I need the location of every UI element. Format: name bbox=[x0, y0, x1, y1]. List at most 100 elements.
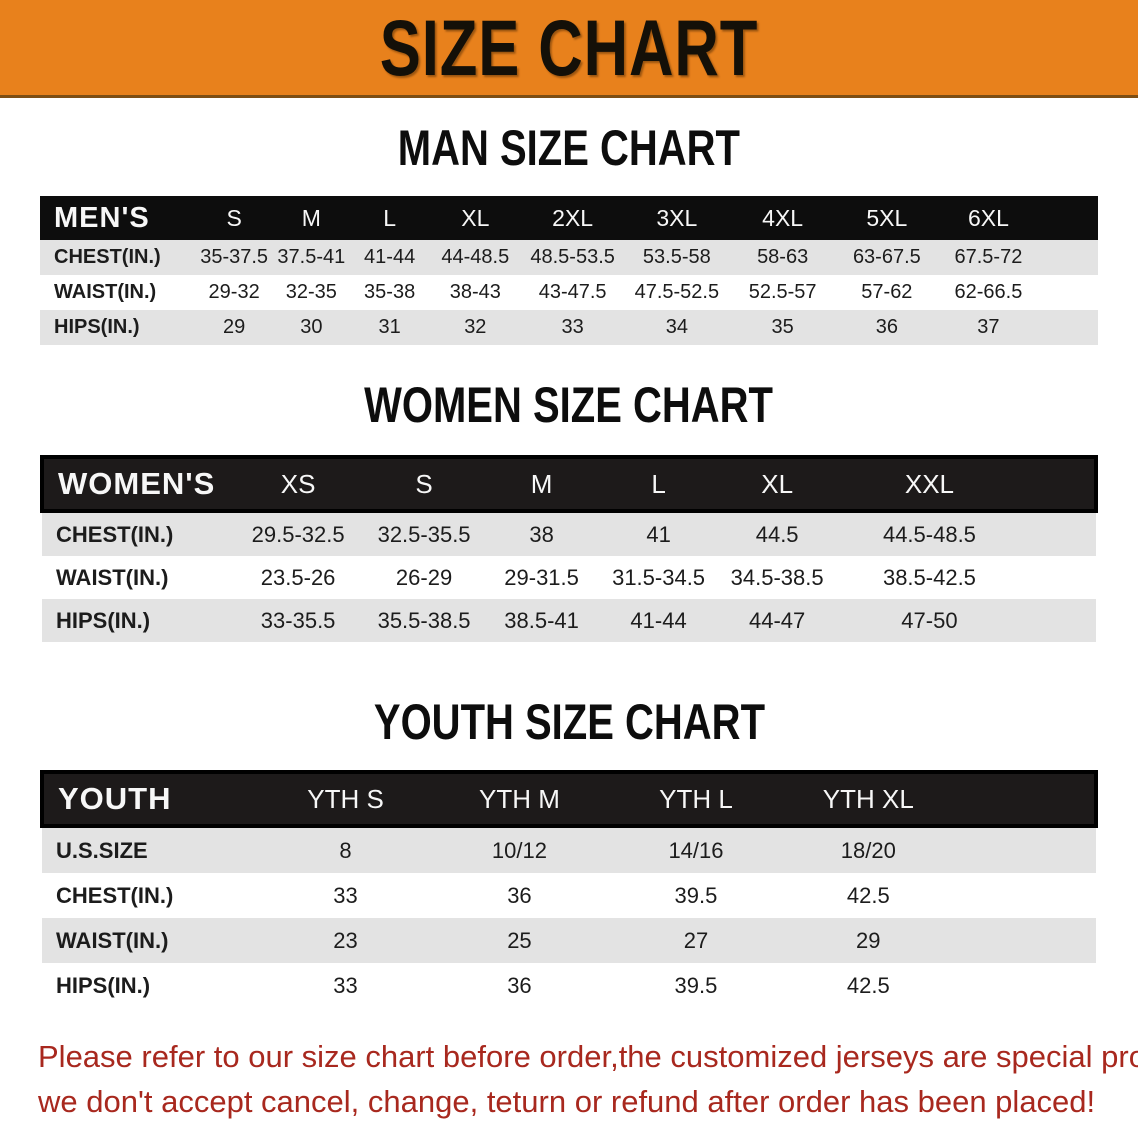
size-value: 29-31.5 bbox=[504, 564, 579, 590]
row-label: WAIST(IN.) bbox=[56, 564, 169, 590]
table-row: U.S.SIZE 8 10/12 14/16 18/20 bbox=[42, 826, 1096, 873]
size-value: 10/12 bbox=[491, 837, 547, 863]
size-value: 33 bbox=[333, 882, 358, 908]
size-value: 33 bbox=[333, 972, 358, 998]
column-header: XL bbox=[429, 196, 522, 240]
size-value: 39.5 bbox=[674, 972, 718, 998]
size-value: 32 bbox=[464, 316, 487, 338]
column-header: XS bbox=[231, 455, 365, 513]
size-value: 48.5-53.5 bbox=[530, 246, 615, 268]
header-spacer bbox=[953, 770, 1099, 828]
column-header: 3XL bbox=[623, 196, 730, 240]
men-section-title: MAN SIZE CHART bbox=[397, 120, 741, 176]
column-header: S bbox=[364, 455, 484, 513]
size-value: 47.5-52.5 bbox=[634, 281, 720, 303]
row-label: HIPS(IN.) bbox=[56, 972, 151, 998]
size-value: 25 bbox=[507, 927, 532, 953]
spacer bbox=[954, 963, 1096, 1008]
column-header: 6XL bbox=[938, 196, 1039, 240]
table-row: CHEST(IN.) 29.5-32.5 32.5-35.5 38 41 44.… bbox=[42, 511, 1096, 556]
table-row: HIPS(IN.) 33 36 39.5 42.5 bbox=[42, 963, 1096, 1008]
size-value: 41 bbox=[646, 521, 671, 547]
header-spacer bbox=[1038, 196, 1098, 240]
size-value: 35-37.5 bbox=[200, 246, 269, 268]
womens-size-table: WOMEN'S XS S M L XL XXL CHEST(IN.) 29.5-… bbox=[40, 455, 1098, 642]
size-value: 36 bbox=[507, 972, 532, 998]
column-header: YTH L bbox=[609, 770, 783, 828]
womens-header-label: WOMEN'S bbox=[40, 455, 232, 513]
size-value: 44-48.5 bbox=[441, 246, 510, 268]
size-value: 26-29 bbox=[395, 564, 453, 590]
size-value: 58-63 bbox=[757, 246, 809, 268]
column-header: M bbox=[272, 196, 350, 240]
column-header: L bbox=[349, 196, 430, 240]
size-value: 39.5 bbox=[674, 882, 718, 908]
table-row: HIPS(IN.) 33-35.5 35.5-38.5 38.5-41 41-4… bbox=[42, 599, 1096, 642]
size-value: 38.5-41 bbox=[504, 607, 579, 633]
spacer bbox=[1039, 275, 1098, 310]
size-value: 63-67.5 bbox=[852, 246, 921, 268]
table-row: WAIST(IN.) 23 25 27 29 bbox=[42, 918, 1096, 963]
size-value: 62-66.5 bbox=[954, 281, 1023, 303]
spacer bbox=[954, 918, 1096, 963]
size-value: 29 bbox=[223, 316, 246, 338]
size-value: 29 bbox=[856, 927, 881, 953]
youth-header-row: YOUTH YTH S YTH M YTH L YTH XL bbox=[39, 770, 1099, 828]
size-value: 38-43 bbox=[449, 281, 501, 303]
table-row: HIPS(IN.) 29 30 31 32 33 34 35 36 37 bbox=[40, 310, 1098, 345]
mens-header-label: MEN'S bbox=[40, 196, 196, 240]
table-row: CHEST(IN.) 35-37.5 37.5-41 41-44 44-48.5… bbox=[40, 240, 1098, 275]
size-value: 29-32 bbox=[208, 281, 260, 303]
youth-header-label: YOUTH bbox=[39, 770, 262, 828]
row-label: CHEST(IN.) bbox=[56, 882, 174, 908]
size-value: 43-47.5 bbox=[538, 281, 607, 303]
size-value: 18/20 bbox=[840, 837, 896, 863]
spacer bbox=[1039, 310, 1098, 345]
size-value: 32.5-35.5 bbox=[377, 521, 471, 547]
size-value: 31 bbox=[378, 316, 401, 338]
size-value: 53.5-58 bbox=[642, 246, 711, 268]
disclaimer-line-2: we don't accept cancel, change, teturn o… bbox=[38, 1084, 1096, 1119]
size-value: 67.5-72 bbox=[954, 246, 1023, 268]
size-value: 44-47 bbox=[749, 607, 806, 633]
size-value: 35 bbox=[771, 316, 794, 338]
column-header: XL bbox=[717, 455, 837, 513]
column-header: L bbox=[599, 455, 718, 513]
womens-header-row: WOMEN'S XS S M L XL XXL bbox=[40, 455, 1098, 513]
spacer bbox=[954, 873, 1096, 918]
size-value: 29.5-32.5 bbox=[251, 521, 345, 547]
column-header: YTH XL bbox=[782, 770, 954, 828]
column-header: YTH M bbox=[429, 770, 610, 828]
spacer bbox=[1022, 511, 1096, 556]
row-label: WAIST(IN.) bbox=[54, 281, 157, 303]
size-value: 33 bbox=[561, 316, 584, 338]
size-value: 32-35 bbox=[285, 281, 337, 303]
size-value: 14/16 bbox=[668, 837, 724, 863]
size-value: 44.5-48.5 bbox=[882, 521, 976, 547]
size-value: 31.5-34.5 bbox=[612, 564, 706, 590]
size-value: 47-50 bbox=[901, 607, 958, 633]
row-label: U.S.SIZE bbox=[56, 837, 148, 863]
column-header: 5XL bbox=[835, 196, 939, 240]
size-value: 41-44 bbox=[364, 246, 416, 268]
row-label: CHEST(IN.) bbox=[56, 521, 174, 547]
column-header: 4XL bbox=[729, 196, 836, 240]
size-value: 42.5 bbox=[846, 972, 890, 998]
disclaimer-line-1: Please refer to our size chart before or… bbox=[38, 1039, 1138, 1074]
size-value: 35-38 bbox=[364, 281, 416, 303]
table-row: CHEST(IN.) 33 36 39.5 42.5 bbox=[42, 873, 1096, 918]
column-header: XXL bbox=[836, 455, 1023, 513]
size-value: 41-44 bbox=[630, 607, 687, 633]
size-value: 27 bbox=[683, 927, 709, 953]
spacer bbox=[1039, 240, 1098, 275]
size-value: 34 bbox=[665, 316, 688, 338]
mens-size-table: MEN'S S M L XL 2XL 3XL 4XL 5XL 6XL CHEST… bbox=[40, 196, 1098, 345]
size-value: 38.5-42.5 bbox=[882, 564, 976, 590]
spacer bbox=[1022, 599, 1096, 642]
size-value: 23.5-26 bbox=[260, 564, 336, 590]
table-row: WAIST(IN.) 29-32 32-35 35-38 38-43 43-47… bbox=[40, 275, 1098, 310]
women-section-title: WOMEN SIZE CHART bbox=[364, 377, 774, 433]
order-disclaimer: Please refer to our size chart before or… bbox=[38, 1034, 1138, 1124]
size-value: 36 bbox=[507, 882, 532, 908]
